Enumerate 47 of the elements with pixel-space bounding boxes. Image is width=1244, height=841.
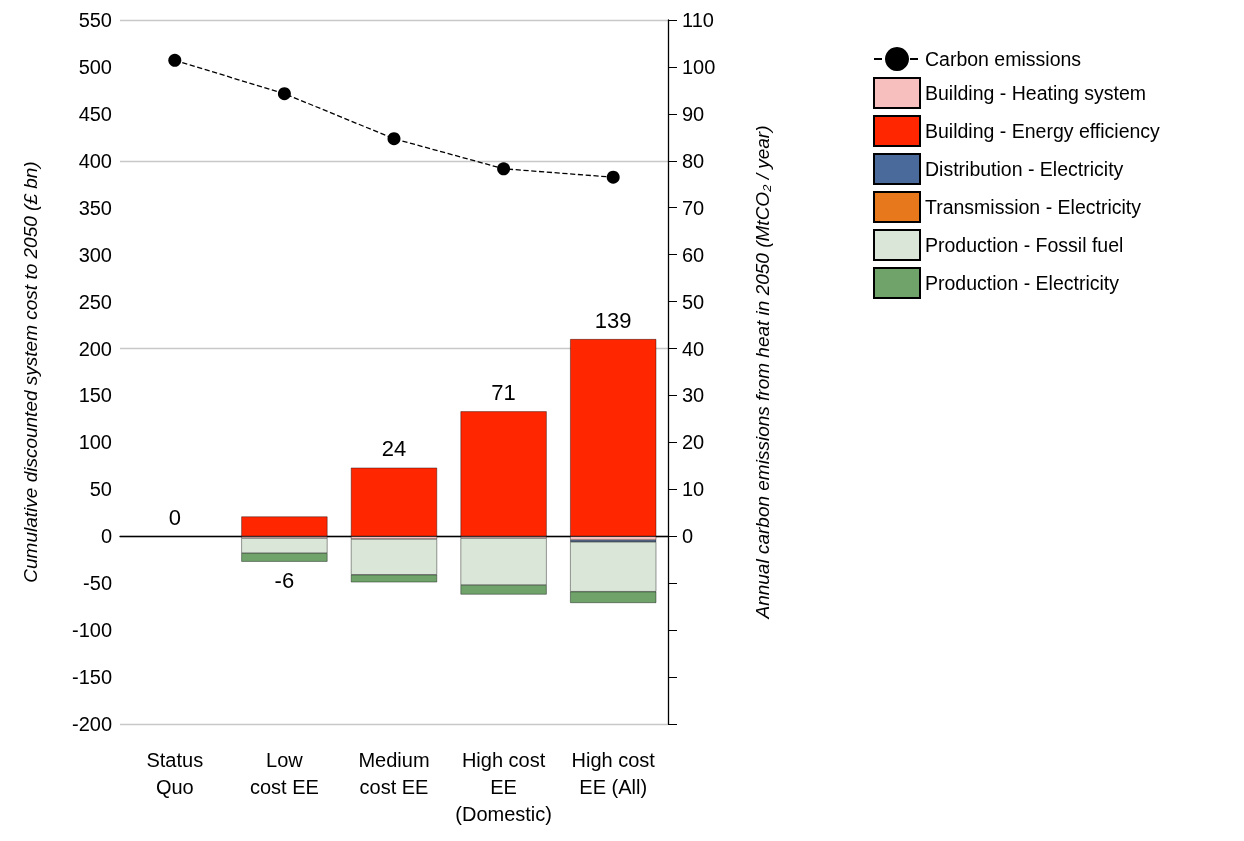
- y-tick-label: 50: [89, 478, 112, 501]
- y-tick-label: 250: [78, 290, 112, 313]
- x-tick-label: Status Quo: [146, 748, 204, 798]
- y2-tick-label: 20: [682, 431, 705, 454]
- total-label: 139: [594, 307, 632, 333]
- y2-tick-label: 80: [682, 149, 705, 172]
- y2-tick-label: 110: [682, 9, 714, 31]
- legend-label: Distribution - Electricity: [925, 158, 1124, 180]
- legend-label: Building - Energy efficiency: [925, 120, 1161, 142]
- y-tick-label: 300: [78, 243, 112, 266]
- legend-label: Production - Electricity: [925, 272, 1120, 294]
- x-tick-label: Medium cost EE: [358, 748, 430, 798]
- legend-label: Production - Fossil fuel: [925, 234, 1124, 256]
- y-tick-label: 450: [78, 102, 112, 125]
- x-tick-label: High cost EE (All): [571, 748, 656, 798]
- y-tick-label: -50: [83, 572, 112, 595]
- legend-label: Transmission - Electricity: [925, 196, 1142, 218]
- total-label: -6: [274, 568, 295, 594]
- x-tick-label: Low cost EE: [249, 748, 319, 798]
- y-tick-label: -150: [71, 666, 112, 689]
- y-tick-label: 550: [78, 9, 112, 31]
- y-tick-label: -200: [71, 713, 112, 735]
- y2-axis-title: Annual carbon emissions from heat in 2050 (MtCO₂ / year): [752, 125, 773, 620]
- y-tick-label: 0: [100, 525, 112, 548]
- y2-tick-label: 30: [682, 384, 705, 407]
- y2-tick-label: 50: [682, 290, 705, 313]
- y-tick-label: -100: [71, 619, 112, 642]
- y-tick-label: 500: [78, 55, 112, 78]
- y2-tick-label: 0: [682, 525, 694, 548]
- y2-tick-label: 100: [682, 55, 716, 78]
- y2-tick-label: 10: [682, 478, 705, 501]
- y2-tick-label: 40: [682, 337, 705, 360]
- y2-tick-label: 60: [682, 243, 705, 266]
- legend-label: Building - Heating system: [925, 82, 1147, 104]
- total-label: 71: [491, 379, 516, 405]
- y-tick-label: 350: [78, 196, 112, 219]
- y-tick-label: 400: [78, 149, 112, 172]
- y-axis-title: Cumulative discounted system cost to 2050 (£ bn): [20, 161, 41, 583]
- total-label: 0: [168, 504, 181, 530]
- y-tick-label: 200: [78, 337, 112, 360]
- total-label: 24: [381, 436, 407, 462]
- legend-label: Carbon emissions: [925, 48, 1082, 70]
- y2-tick-label: 90: [682, 102, 705, 125]
- y-tick-label: 150: [78, 384, 112, 407]
- y2-tick-label: 70: [682, 196, 705, 219]
- x-tick-label: High cost EE (Domestic): [455, 748, 552, 825]
- y-tick-label: 100: [78, 431, 112, 454]
